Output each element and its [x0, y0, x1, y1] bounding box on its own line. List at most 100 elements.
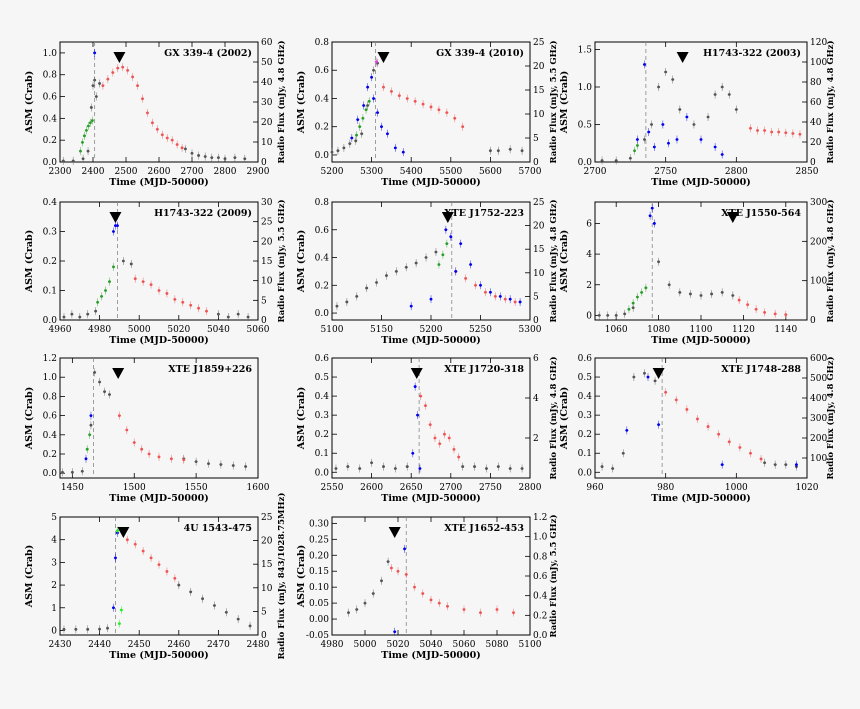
data-point [791, 132, 795, 135]
data-point [447, 436, 451, 440]
data-point [445, 111, 449, 114]
x-tick-label: 1000 [725, 483, 748, 493]
y-tick-label: 1.0 [43, 373, 58, 383]
data-point [177, 583, 181, 587]
data-point [636, 295, 639, 299]
data-point [114, 224, 117, 228]
y2-tick-label: 10 [261, 138, 273, 148]
data-point [706, 115, 710, 119]
data-point [207, 462, 210, 465]
data-point [498, 295, 502, 298]
data-point [385, 274, 388, 277]
x-axis-label: Time (MJD-50000) [109, 493, 209, 504]
data-point [403, 547, 406, 551]
data-point [223, 157, 227, 161]
data-point [236, 617, 240, 621]
y-tick-label: 0.6 [315, 226, 330, 236]
x-tick-label: 5400 [400, 167, 423, 177]
data-point [444, 228, 448, 232]
x-tick-label: 5060 [453, 640, 476, 650]
data-point [429, 105, 433, 109]
data-point [347, 611, 350, 615]
data-point [80, 469, 84, 473]
y-tick-label: 0.4 [43, 198, 58, 208]
chart-title: XTE J1652-453 [444, 523, 524, 534]
y2-tick-label: 25 [261, 513, 273, 523]
y2-tick-label: 20 [810, 138, 822, 148]
x-tick-label: 1100 [690, 325, 713, 335]
data-point [429, 297, 433, 301]
data-point [421, 592, 425, 595]
y-tick-label: 0.20 [309, 551, 329, 561]
y-tick-label: 0.2 [43, 450, 57, 460]
data-point [114, 556, 117, 560]
x-tick-label: 5060 [247, 325, 270, 335]
y2-tick-label: 60 [261, 38, 273, 48]
x-tick-label: 5000 [128, 325, 151, 335]
y2-tick-label: 25 [533, 198, 545, 208]
x-tick-label: 2650 [400, 483, 423, 493]
data-point [675, 138, 679, 141]
x-axis-label: Time (MJD-50000) [109, 335, 209, 346]
data-point [173, 297, 177, 301]
data-point [194, 460, 198, 464]
chart-title: XTE J1748-288 [721, 364, 801, 375]
data-point [355, 608, 359, 611]
data-point [459, 242, 463, 246]
y2-tick-label: 60 [810, 98, 822, 108]
data-point [226, 315, 230, 319]
y-axis-label: ASM (Crab) [296, 230, 307, 293]
plot-frame [331, 516, 531, 636]
x-axis-label: Time (MJD-50000) [381, 650, 481, 661]
data-point [614, 314, 618, 317]
chart-title: GX 339-4 (2010) [436, 48, 524, 59]
x-tick-label: 1080 [647, 325, 670, 335]
y2-tick-label: 6 [533, 354, 539, 364]
data-point [614, 159, 618, 162]
y-tick-label: 0.10 [309, 583, 329, 593]
x-tick-label: 2600 [360, 483, 383, 493]
y-tick-label: 0.5 [315, 373, 330, 383]
y-tick-label: 4 [586, 250, 592, 260]
data-point [197, 154, 201, 157]
data-point [342, 146, 346, 150]
data-point [644, 286, 648, 290]
data-point [685, 408, 689, 411]
data-point [244, 465, 248, 468]
y-tick-label: 0.5 [578, 121, 593, 131]
data-point [489, 290, 492, 294]
data-point [462, 608, 466, 611]
y2-tick-label: 5 [261, 296, 267, 306]
data-point [653, 379, 657, 383]
data-point [479, 283, 482, 287]
data-point [111, 71, 115, 74]
data-point [354, 139, 358, 143]
data-point [518, 300, 522, 304]
y2-tick-label: 10 [533, 110, 545, 120]
data-point [62, 627, 66, 631]
data-point [453, 116, 457, 120]
data-point [136, 84, 139, 88]
data-point [219, 463, 223, 466]
data-point [416, 413, 419, 417]
data-point [81, 140, 84, 144]
x-tick-label: 2500 [115, 167, 138, 177]
x-tick-label: 5040 [207, 325, 230, 335]
y-tick-label: 0.15 [309, 567, 329, 577]
y2-tick-label: 0 [810, 158, 816, 168]
data-point [784, 131, 788, 135]
data-point [720, 85, 724, 89]
x-tick-label: 2800 [214, 167, 237, 177]
x-tick-label: 2600 [148, 167, 171, 177]
data-point [116, 529, 119, 533]
data-point [360, 132, 364, 136]
state-transition-arrow-icon [726, 212, 739, 223]
data-point [79, 149, 82, 153]
data-point [621, 451, 625, 455]
y2-axis-label: Radio Flux (mJy, 4.8 GHz) [825, 40, 836, 163]
data-point [94, 95, 98, 98]
data-point [606, 314, 610, 317]
x-tick-label: 5250 [469, 325, 492, 335]
data-point [98, 82, 101, 85]
data-point [133, 277, 137, 281]
